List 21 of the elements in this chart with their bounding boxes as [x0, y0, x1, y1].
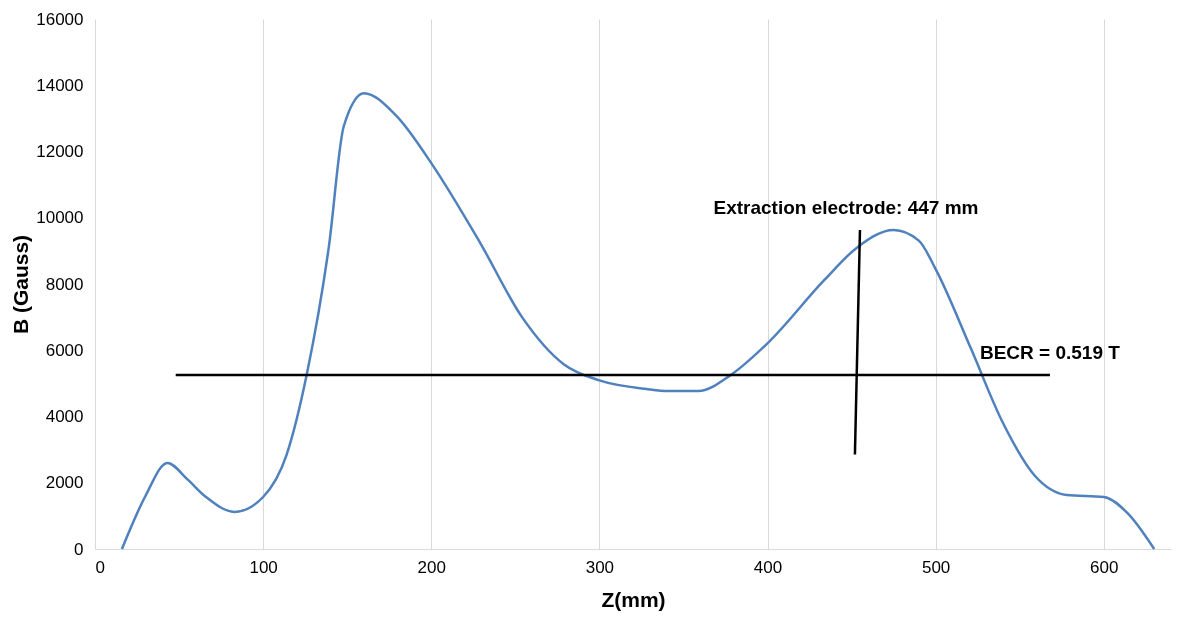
y-tick-label: 8000: [45, 274, 84, 294]
y-tick-label: 16000: [36, 9, 84, 29]
x-tick-label: 0: [95, 557, 105, 577]
y-tick-label: 4000: [45, 407, 84, 426]
y-axis-title: B (Gauss): [9, 234, 33, 335]
y-tick-label: 10000: [36, 208, 84, 228]
annotation: BECR = 0.519 T: [979, 342, 1121, 364]
x-tick-label: 100: [249, 557, 278, 577]
x-axis-title: Z(mm): [601, 587, 666, 611]
y-tick-label: 14000: [36, 75, 84, 95]
x-tick-label: 300: [585, 557, 615, 577]
x-tick-label: 400: [753, 557, 783, 577]
y-tick-label: 2000: [45, 473, 84, 493]
line-series: [120, 91, 1156, 551]
y-tick-label: 6000: [45, 340, 84, 360]
annotation: Extraction electrode: 447 mm: [713, 197, 979, 219]
x-tick-label: 600: [1090, 557, 1119, 577]
y-tick-label: 0: [74, 539, 84, 559]
x-tick-label: 200: [417, 557, 446, 577]
y-tick-label: 12000: [36, 142, 84, 161]
x-tick-label: 500: [921, 557, 951, 577]
